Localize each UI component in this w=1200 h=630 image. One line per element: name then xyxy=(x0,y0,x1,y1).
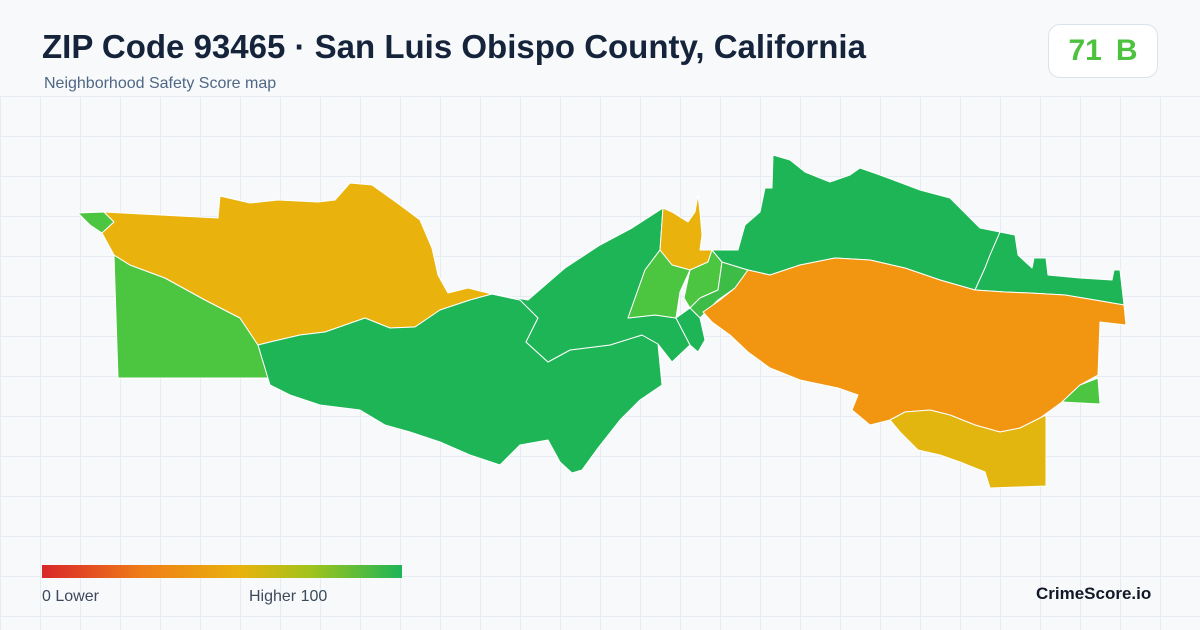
brand-logo-text[interactable]: CrimeScore.io xyxy=(1036,584,1152,603)
safety-score-grade: B xyxy=(1115,34,1138,67)
safety-score-badge: 71 B xyxy=(1048,24,1158,78)
legend-max-label: Higher 100 xyxy=(249,588,328,605)
map-region[interactable] xyxy=(101,182,493,346)
map-region[interactable] xyxy=(1061,377,1101,405)
map-region[interactable] xyxy=(889,409,1047,489)
page-title: ZIP Code 93465 · San Luis Obispo County,… xyxy=(42,28,866,65)
map-region[interactable] xyxy=(659,194,713,271)
safety-score-value: 71 xyxy=(1068,34,1102,67)
legend-color-scale xyxy=(42,565,402,578)
map-region[interactable] xyxy=(257,293,663,474)
map-region[interactable] xyxy=(675,307,706,353)
legend-min-label: 0 Lower xyxy=(42,588,99,605)
page-subtitle: Neighborhood Safety Score map xyxy=(44,75,277,92)
